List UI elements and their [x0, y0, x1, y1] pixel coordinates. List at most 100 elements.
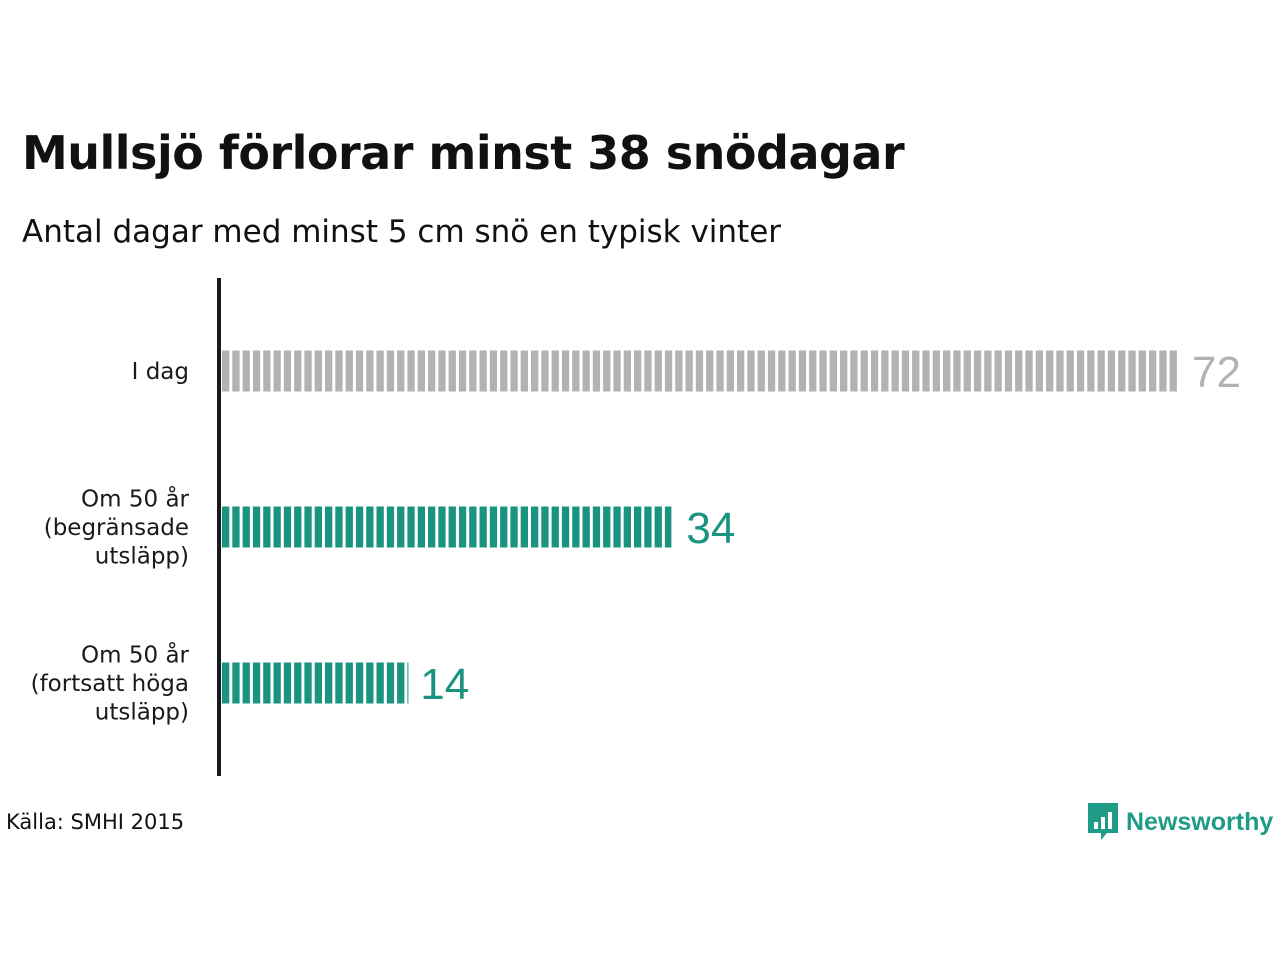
- bar-segment: [695, 350, 704, 392]
- bar-segment: [345, 506, 353, 548]
- bar-segment: [798, 350, 807, 392]
- bar-segment: [1046, 350, 1054, 392]
- category-label: I dag: [132, 359, 189, 385]
- bar-segment: [634, 506, 642, 548]
- bar-segment: [448, 350, 456, 392]
- category-label-line: Om 50 år: [81, 485, 189, 513]
- bar-segment: [1118, 350, 1126, 392]
- bar-segment: [242, 350, 250, 392]
- bar-segment: [376, 350, 384, 392]
- bar-segment: [870, 350, 879, 392]
- bar-segment: [572, 506, 580, 548]
- bar-segment: [1159, 350, 1167, 392]
- bar-segment: [500, 506, 508, 548]
- bar-segment: [603, 350, 611, 392]
- bar-segment: [458, 350, 467, 392]
- bar-segment: [1087, 350, 1095, 392]
- bar-segment: [407, 662, 409, 704]
- bar-segment: [294, 350, 302, 392]
- bar-segment: [1107, 350, 1116, 392]
- bar-segment: [1004, 350, 1013, 392]
- bar-segment: [397, 506, 405, 548]
- bar-segment: [345, 350, 353, 392]
- bar-segment: [819, 350, 827, 392]
- bar-segment: [809, 350, 817, 392]
- bar-segment: [314, 662, 322, 704]
- data-label: 14: [420, 660, 469, 709]
- bar-segment: [664, 506, 672, 548]
- bar-segment: [489, 506, 498, 548]
- bar-segment: [778, 350, 786, 392]
- bar-segment: [407, 350, 415, 392]
- bar-segment: [1056, 350, 1064, 392]
- bar-segment: [840, 350, 848, 392]
- bar-segment: [922, 350, 930, 392]
- bar-segment: [355, 662, 364, 704]
- bar-segment: [726, 350, 734, 392]
- bar-segment: [551, 350, 559, 392]
- bar-segment: [592, 506, 601, 548]
- bar-segment: [335, 662, 343, 704]
- bar-segment: [294, 662, 302, 704]
- bar-segment: [860, 350, 868, 392]
- bar-segment: [664, 350, 673, 392]
- category-label-line: (begränsade: [44, 515, 189, 541]
- bar-segment: [1025, 350, 1033, 392]
- bar-segment: [973, 350, 982, 392]
- bar-segment: [314, 506, 322, 548]
- category-label: Om 50 år (begränsade utsläpp): [44, 485, 190, 570]
- bar-segment: [304, 662, 312, 704]
- bar-segment: [366, 506, 374, 548]
- bar-segment: [407, 506, 415, 548]
- bar-segment: [438, 506, 446, 548]
- bar-segment: [273, 662, 281, 704]
- bar-segment: [572, 350, 580, 392]
- bar-segment: [283, 506, 292, 548]
- bar-segment: [829, 350, 837, 392]
- bar-segment: [912, 350, 920, 392]
- bar-segment: [943, 350, 951, 392]
- bar-segment: [345, 662, 353, 704]
- bar-segment: [613, 350, 621, 392]
- bar-segment: [963, 350, 971, 392]
- bar-segment: [953, 350, 961, 392]
- bar-segment: [448, 506, 456, 548]
- bar-segment: [325, 506, 333, 548]
- bar: [222, 662, 409, 704]
- source-note: Källa: SMHI 2015: [6, 810, 185, 834]
- bar-segment: [1076, 350, 1085, 392]
- bar-segment: [1128, 350, 1136, 392]
- bar-segment: [376, 662, 384, 704]
- bar-segment: [1169, 350, 1177, 392]
- bar-segment: [1066, 350, 1074, 392]
- bar-segment: [1149, 350, 1157, 392]
- bar-segment: [325, 662, 333, 704]
- bar-segment: [252, 506, 261, 548]
- bar-segment: [561, 350, 570, 392]
- bar-segment: [757, 350, 765, 392]
- bar-segment: [242, 506, 250, 548]
- category-label-line: (fortsatt höga: [31, 671, 189, 697]
- bar-segment: [232, 350, 240, 392]
- category-label-line: utsläpp): [95, 700, 189, 726]
- bar-segment: [716, 350, 724, 392]
- bar-segment: [273, 350, 281, 392]
- bar-segment: [603, 506, 611, 548]
- bar-segment: [644, 506, 652, 548]
- bar-segment: [386, 506, 395, 548]
- bar-segment: [376, 506, 384, 548]
- bar-segment: [366, 350, 374, 392]
- chart-subtitle: Antal dagar med minst 5 cm snö en typisk…: [22, 214, 782, 250]
- bar-segment: [294, 506, 302, 548]
- bar-segment: [397, 350, 405, 392]
- bar-segment: [531, 350, 539, 392]
- bar-segment: [273, 506, 281, 548]
- bar-segment: [551, 506, 559, 548]
- bar-segment: [232, 662, 240, 704]
- bar-segment: [232, 506, 240, 548]
- bar-segment: [263, 350, 271, 392]
- bar-segment: [520, 506, 528, 548]
- bar-segment: [994, 350, 1002, 392]
- chart-title: Mullsjö förlorar minst 38 snödagar: [22, 126, 905, 180]
